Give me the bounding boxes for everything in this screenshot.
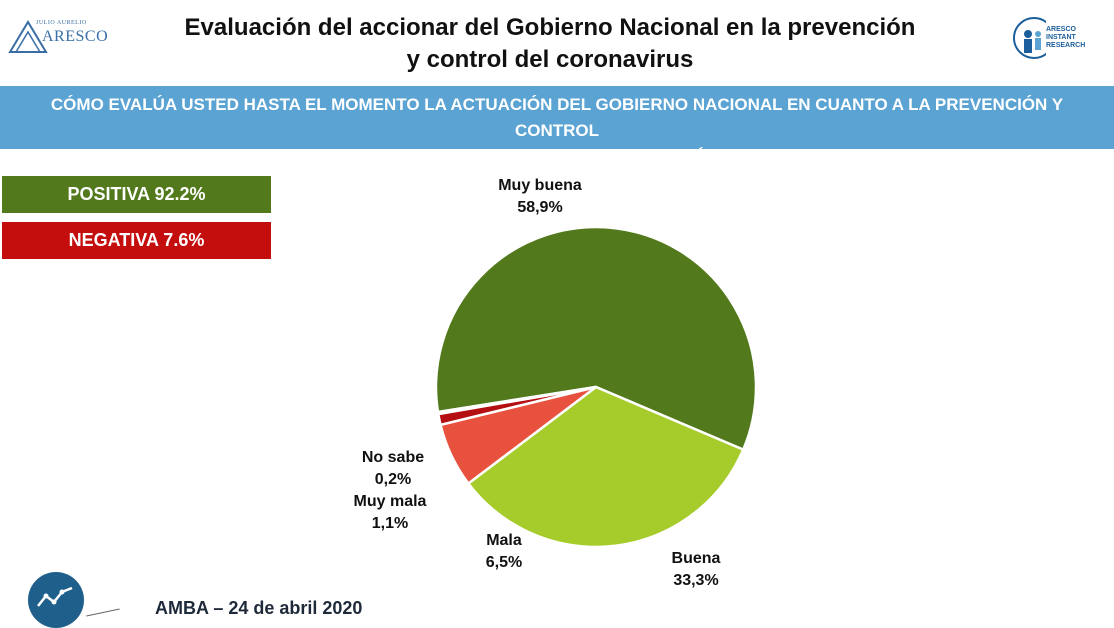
logo-right-line2: INSTANT bbox=[1046, 34, 1076, 41]
instant-research-icon bbox=[1013, 17, 1046, 59]
question-banner: CÓMO EVALÚA USTED HASTA EL MOMENTO LA AC… bbox=[0, 86, 1114, 166]
pie-label-name-mala: Mala bbox=[486, 532, 522, 549]
aresco-logo: JULIO AURELIO ARESCO bbox=[8, 12, 118, 60]
pie-label-value-muy-mala: 1,1% bbox=[372, 515, 408, 532]
pie-slice-muy-buena bbox=[434, 225, 758, 452]
pie-label-value-buena: 33,3% bbox=[673, 572, 718, 589]
question-line2: DEL CORONAVIRUS EN NUESTRO PAÍS? bbox=[389, 147, 725, 166]
logo-right-text: ARESCO INSTANT RESEARCH bbox=[1046, 26, 1085, 50]
question-line1: CÓMO EVALÚA USTED HASTA EL MOMENTO LA AC… bbox=[50, 95, 1064, 140]
trend-icon bbox=[28, 572, 84, 628]
page-title-line2: y control del coronavirus bbox=[406, 46, 694, 73]
pie-label-value-mala: 6,5% bbox=[486, 554, 522, 571]
pie-slice-no-sabe bbox=[436, 385, 597, 416]
logo-right-line3: RESEARCH bbox=[1046, 42, 1086, 49]
page-title-line1: Evaluación del accionar del Gobierno Nac… bbox=[184, 14, 916, 41]
pie-slice-buena bbox=[466, 385, 745, 549]
negative-summary-box: NEGATIVA 7.6% bbox=[2, 222, 271, 259]
pie-label-value-muy-buena: 58,9% bbox=[517, 199, 562, 216]
page-title: Evaluación del accionar del Gobierno Nac… bbox=[140, 12, 960, 76]
pie-label-name-muy-mala: Muy mala bbox=[354, 493, 427, 510]
footer-date: AMBA – 24 de abril 2020 bbox=[155, 598, 363, 618]
logo-left-big-text: ARESCO bbox=[42, 28, 109, 45]
logo-left-small-text: JULIO AURELIO bbox=[36, 20, 87, 26]
pie-label-name-buena: Buena bbox=[672, 550, 721, 567]
aresco-instant-research-logo: ARESCO INSTANT RESEARCH bbox=[1012, 12, 1104, 66]
pie-label-value-no-sabe: 0,2% bbox=[375, 471, 411, 488]
aresco-logo-icon bbox=[8, 20, 48, 53]
pie-label-name-no-sabe: No sabe bbox=[362, 449, 424, 466]
logo-right-line1: ARESCO bbox=[1046, 26, 1076, 33]
positive-summary-box: POSITIVA 92.2% bbox=[2, 176, 271, 213]
pie-label-name-muy-buena: Muy buena bbox=[498, 177, 582, 194]
